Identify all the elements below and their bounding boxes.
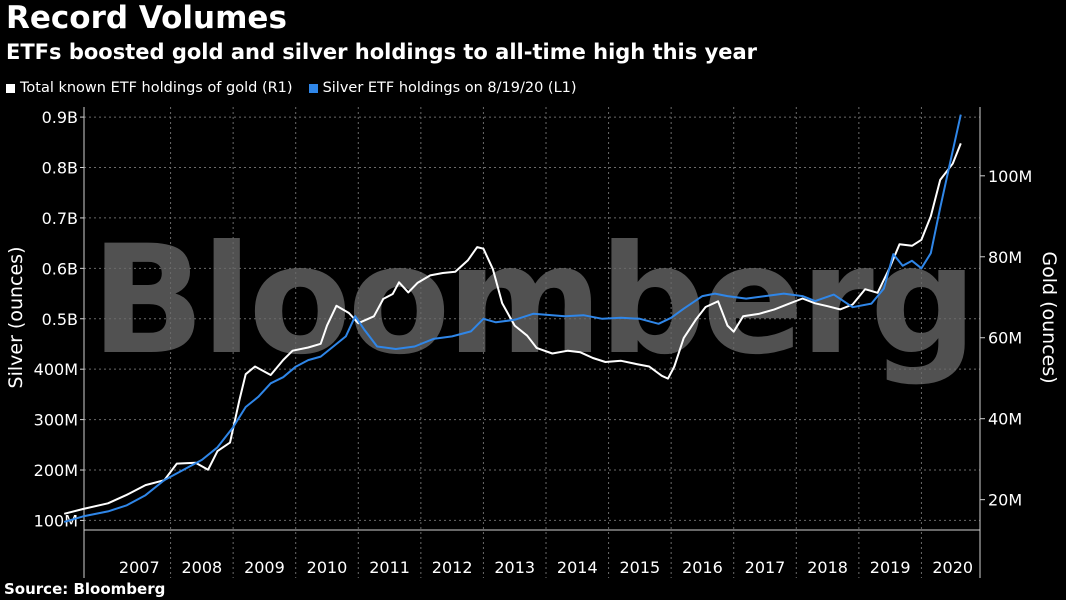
left-axis-title: Silver (ounces) xyxy=(5,247,27,389)
x-axis-tick-label: 2018 xyxy=(807,558,848,577)
left-axis-tick-label: 300M xyxy=(34,411,78,430)
legend-item-silver: Silver ETF holdings on 8/19/20 (L1) xyxy=(308,80,577,96)
x-axis-tick-label: 2017 xyxy=(745,558,786,577)
left-axis-tick-label: 0.6B xyxy=(42,259,78,278)
chart-title: Record Volumes xyxy=(6,0,287,36)
legend-label-silver: Silver ETF holdings on 8/19/20 (L1) xyxy=(322,80,577,96)
right-axis-tick-label: 100M xyxy=(988,167,1032,186)
x-axis-tick-label: 2007 xyxy=(119,558,160,577)
legend-label-gold: Total known ETF holdings of gold (R1) xyxy=(20,80,293,96)
x-axis-tick-label: 2012 xyxy=(432,558,473,577)
right-axis-tick-label: 60M xyxy=(988,329,1022,348)
left-axis-tick-label: 0.8B xyxy=(42,159,78,178)
x-axis-tick-label: 2020 xyxy=(932,558,973,577)
right-axis-tick-label: 20M xyxy=(988,491,1022,510)
x-axis-tick-label: 2011 xyxy=(369,558,410,577)
legend-swatch-gold xyxy=(6,83,15,93)
chart-legend: Total known ETF holdings of gold (R1) Si… xyxy=(6,80,577,96)
right-axis-tick-label: 40M xyxy=(988,410,1022,429)
x-axis-tick-label: 2009 xyxy=(244,558,285,577)
x-axis-tick-label: 2015 xyxy=(619,558,660,577)
x-axis-tick-label: 2010 xyxy=(307,558,348,577)
chart-subtitle: ETFs boosted gold and silver holdings to… xyxy=(6,40,758,64)
right-axis-title: Gold (ounces) xyxy=(1038,251,1060,383)
gold-series-line xyxy=(63,143,962,515)
legend-item-gold: Total known ETF holdings of gold (R1) xyxy=(6,80,293,96)
left-axis-tick-label: 100M xyxy=(34,511,78,530)
left-axis-tick-label: 0.7B xyxy=(42,209,78,228)
source-note: Source: Bloomberg xyxy=(4,580,166,598)
left-axis-tick-label: 0.5B xyxy=(42,310,78,329)
watermark-text: Bloomberg xyxy=(91,214,974,388)
silver-series-line xyxy=(63,114,962,523)
left-axis-tick-label: 400M xyxy=(34,360,78,379)
x-axis-tick-label: 2014 xyxy=(557,558,598,577)
legend-swatch-silver xyxy=(308,83,318,93)
x-axis-tick-label: 2019 xyxy=(870,558,911,577)
left-axis-tick-label: 200M xyxy=(34,461,78,480)
left-axis-tick-label: 0.9B xyxy=(42,108,78,127)
x-axis-tick-label: 2008 xyxy=(181,558,222,577)
right-axis-tick-label: 80M xyxy=(988,248,1022,267)
x-axis-tick-label: 2013 xyxy=(494,558,535,577)
x-axis-tick-label: 2016 xyxy=(682,558,723,577)
